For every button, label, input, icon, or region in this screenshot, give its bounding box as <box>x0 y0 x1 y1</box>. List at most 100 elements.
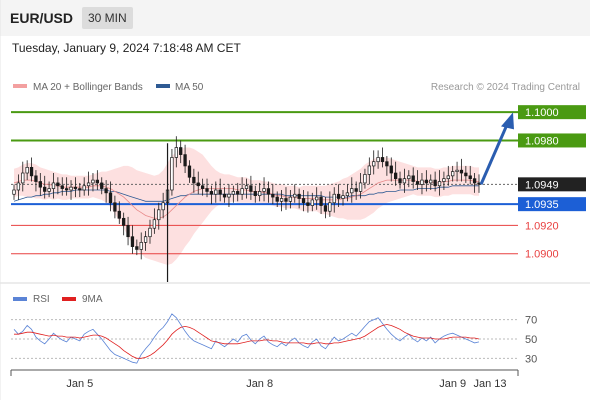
candle-up <box>315 196 319 201</box>
candle-down <box>424 179 429 184</box>
candle-down <box>433 179 437 187</box>
candle-up <box>214 189 218 195</box>
x-tick-Jan-5: Jan 5 <box>66 378 93 390</box>
candle-up <box>143 236 148 243</box>
candle-up <box>293 193 297 198</box>
candle-up <box>91 179 95 184</box>
candle-down <box>179 147 183 155</box>
legend-rsi-ma-label: 9MA <box>82 294 103 305</box>
candle-up <box>51 182 56 189</box>
candle-up <box>82 185 86 191</box>
candle-down <box>183 154 187 167</box>
candle-down <box>192 176 196 184</box>
candle-down <box>95 179 99 184</box>
candle-down <box>34 175 38 182</box>
candle-down <box>319 196 323 206</box>
candle-up <box>240 188 244 195</box>
candle-up <box>244 185 249 189</box>
legend-ma50-swatch <box>156 84 170 88</box>
forecast-arrow-head <box>501 112 514 130</box>
candle-up <box>258 191 262 197</box>
rsi-tick-30: 30 <box>525 353 537 365</box>
candle-down <box>380 157 385 163</box>
candle-up <box>332 193 336 204</box>
candle-down <box>78 188 82 191</box>
candle-up <box>451 171 455 177</box>
candle-down <box>297 193 301 199</box>
candle-down <box>130 236 135 247</box>
level-label-1.0980: 1.0980 <box>525 135 559 147</box>
candle-down <box>200 185 205 189</box>
candle-up <box>372 161 376 167</box>
candle-down <box>135 246 139 250</box>
timeframe-button[interactable]: 30 MIN <box>82 7 133 29</box>
candle-up <box>376 157 380 163</box>
rsi-tick-50: 50 <box>525 334 537 346</box>
candle-up <box>429 179 433 184</box>
candle-down <box>249 185 253 192</box>
candle-down <box>459 169 464 174</box>
rsi-tick-70: 70 <box>525 315 537 327</box>
x-tick-Jan-9: Jan 9 <box>439 378 466 390</box>
candle-down <box>56 182 60 187</box>
candle-up <box>310 199 314 206</box>
legend-rsi-ma-swatch <box>62 297 76 301</box>
candle-down <box>104 188 108 194</box>
candle-down <box>271 193 275 198</box>
level-label-1.0920: 1.0920 <box>525 220 559 232</box>
level-tag-1.0935 <box>518 197 586 212</box>
candle-up <box>328 202 332 212</box>
candle-up <box>86 182 91 187</box>
header-bar: EUR/USD 30 MIN <box>0 0 590 36</box>
candle-up <box>25 167 29 174</box>
candle-down <box>73 186 78 189</box>
candle-down <box>354 188 358 192</box>
candle-up <box>227 193 231 198</box>
candle-up <box>279 198 284 202</box>
candle-up <box>161 202 165 211</box>
candle-down <box>464 172 468 177</box>
candle-up <box>367 165 371 175</box>
candle-down <box>411 175 415 182</box>
candle-down <box>472 178 477 184</box>
candle-down <box>126 225 130 238</box>
candle-down <box>108 192 113 204</box>
candle-up <box>231 191 235 195</box>
candle-down <box>222 193 227 198</box>
candle-down <box>205 188 209 192</box>
candle-down <box>468 175 472 180</box>
rsi-ma-line <box>14 324 480 359</box>
candle-up <box>157 209 161 221</box>
candle-up <box>437 181 442 187</box>
candle-up <box>455 169 459 172</box>
candle-up <box>174 147 178 158</box>
candle-down <box>236 191 240 195</box>
candle-down <box>100 182 104 189</box>
legend-ma20-swatch <box>13 84 27 88</box>
candle-up <box>69 186 73 191</box>
candle-down <box>415 181 420 185</box>
candle-down <box>38 181 42 188</box>
candle-down <box>275 196 279 202</box>
candle-down <box>389 165 393 174</box>
candle-up <box>407 175 411 180</box>
symbol-title: EUR/USD <box>10 10 74 26</box>
candle-down <box>29 167 34 177</box>
legend-ma20-label: MA 20 + Bollinger Bands <box>33 82 143 93</box>
candle-down <box>284 198 288 202</box>
x-tick-Jan-13: Jan 13 <box>473 378 506 390</box>
candle-up <box>345 192 350 197</box>
candle-down <box>187 165 192 178</box>
candle-up <box>21 172 25 184</box>
candle-down <box>301 198 306 204</box>
forecast-arrow-line <box>479 121 510 185</box>
candle-down <box>113 202 117 212</box>
candle-up <box>148 227 152 238</box>
candle-up <box>341 195 345 199</box>
candle-down <box>43 186 47 192</box>
candle-up <box>262 188 266 192</box>
level-label-1.0935: 1.0935 <box>525 199 559 211</box>
candle-up <box>152 219 157 229</box>
candle-up <box>12 189 16 195</box>
